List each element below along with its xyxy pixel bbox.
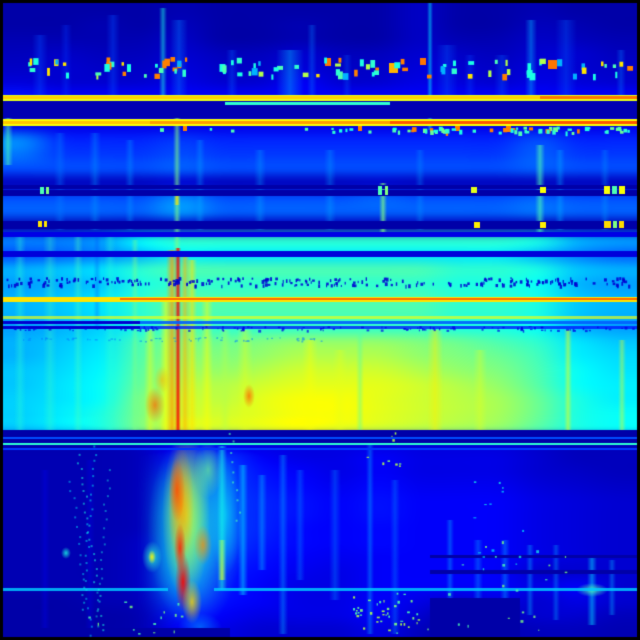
screenshot-root — [0, 0, 640, 640]
spectrogram-heatmap-canvas — [0, 0, 640, 640]
